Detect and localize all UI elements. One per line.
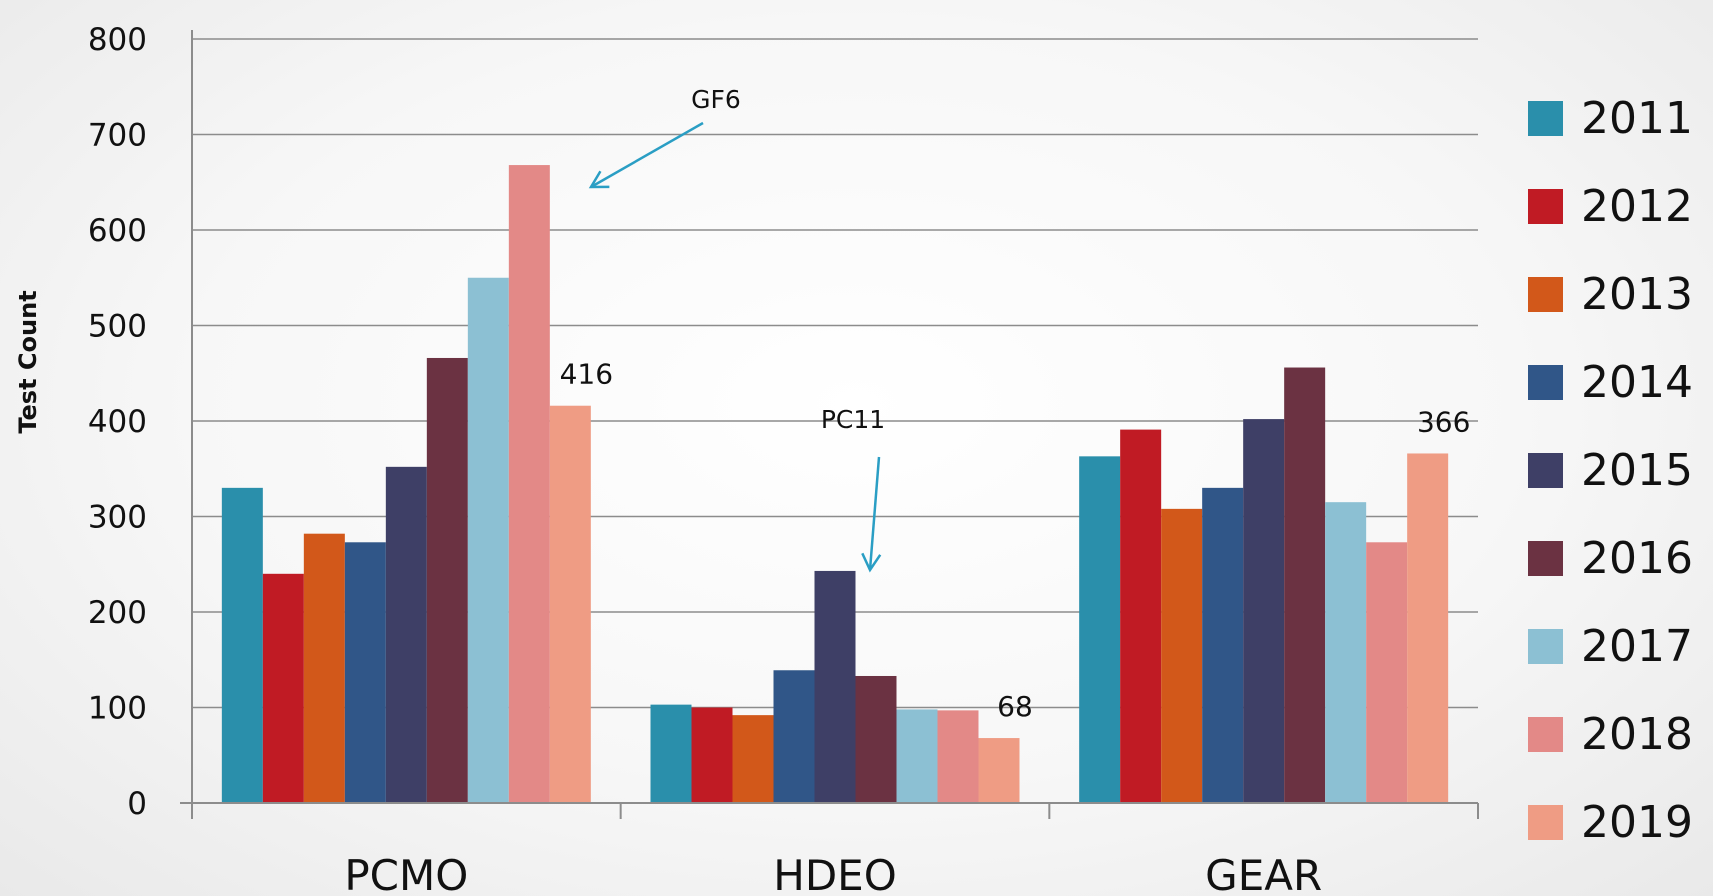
data-label: 68: [997, 690, 1033, 723]
y-tick-labels: 0 100 200 300 400 500 600 700 800: [88, 22, 147, 822]
annotation-arrow: [861, 456, 882, 573]
legend-entry-label: 2014: [1581, 357, 1693, 408]
y-tick-label: 0: [127, 786, 147, 822]
bar: [814, 570, 856, 803]
annotations: GF6 PC11: [588, 85, 885, 573]
legend-swatch: [1528, 453, 1563, 488]
legend-swatch: [1528, 277, 1563, 312]
legend-swatch: [1528, 717, 1563, 752]
bar: [732, 715, 774, 803]
y-tick-label: 600: [88, 213, 147, 249]
legend-entry-label: 2013: [1581, 269, 1693, 320]
data-label: 416: [560, 358, 613, 391]
legend-swatch: [1528, 805, 1563, 840]
legend-swatch: [1528, 541, 1563, 576]
annotation-label: GF6: [691, 85, 741, 114]
bar: [691, 707, 733, 803]
legend-entry-label: 2018: [1581, 709, 1693, 760]
x-category-label: GEAR: [1205, 851, 1322, 896]
bar: [773, 670, 815, 803]
bars: [221, 165, 1449, 803]
annotation-arrow: [588, 121, 704, 189]
legend-entry-label: 2016: [1581, 533, 1693, 584]
bar: [344, 542, 386, 803]
y-tick-label: 700: [88, 118, 147, 154]
annotation-label: PC11: [821, 405, 885, 434]
bar: [303, 533, 345, 803]
bar: [221, 487, 263, 803]
legend-entry-label: 2017: [1581, 621, 1693, 672]
y-axis-title: Test Count: [14, 290, 42, 433]
bar: [508, 165, 550, 803]
y-tick-label: 500: [88, 309, 147, 345]
legend-swatch: [1528, 189, 1563, 224]
bar: [1243, 419, 1285, 803]
bar: [262, 573, 304, 803]
legend-entry-label: 2011: [1581, 93, 1693, 144]
bar: [549, 405, 591, 803]
bar: [937, 710, 979, 803]
category-labels: PCMO HDEO GEAR: [344, 851, 1322, 896]
bar: [1079, 456, 1121, 803]
legend-entry-label: 2019: [1581, 797, 1693, 848]
bar: [896, 709, 938, 803]
legend: 2011 2012 2013 2014 2015 2016 2017 2018 2019: [1528, 93, 1693, 848]
bar: [1366, 542, 1408, 803]
x-category-label: HDEO: [773, 851, 897, 896]
y-tick-label: 200: [88, 595, 147, 631]
legend-swatch: [1528, 101, 1563, 136]
bar: [1284, 367, 1326, 803]
bar: [467, 277, 509, 803]
legend-swatch: [1528, 629, 1563, 664]
data-labels: 416 68 366: [560, 358, 1471, 723]
bar: [1202, 487, 1244, 803]
y-tick-label: 800: [88, 22, 147, 58]
data-label: 366: [1417, 405, 1470, 438]
axes: [180, 30, 1479, 819]
bar: [650, 704, 692, 803]
bar: [855, 675, 897, 803]
bar: [1161, 508, 1203, 803]
bar: [1407, 453, 1449, 803]
legend-swatch: [1528, 365, 1563, 400]
legend-entry-label: 2015: [1581, 445, 1693, 496]
y-tick-label: 400: [88, 404, 147, 440]
x-category-label: PCMO: [344, 851, 468, 896]
bar: [426, 357, 468, 803]
bar: [385, 466, 427, 803]
bar: [978, 738, 1020, 803]
y-tick-label: 100: [88, 691, 147, 727]
bar: [1325, 502, 1367, 803]
bar: [1120, 429, 1162, 803]
legend-entry-label: 2012: [1581, 181, 1693, 232]
y-tick-label: 300: [88, 500, 147, 536]
